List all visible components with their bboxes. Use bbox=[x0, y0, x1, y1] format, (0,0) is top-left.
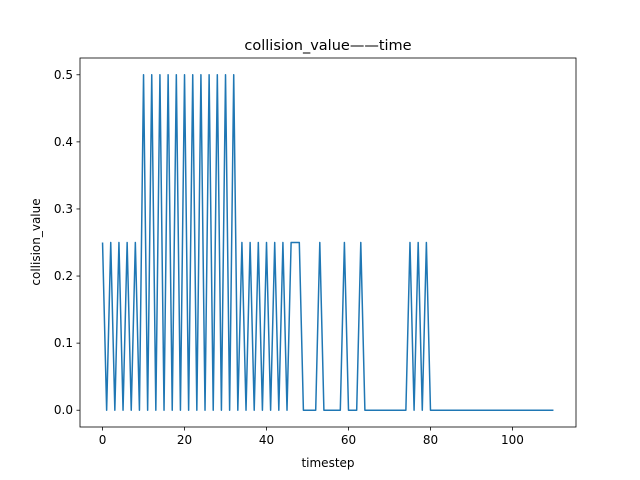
x-axis-label: timestep bbox=[301, 456, 354, 470]
plot-area: 0 20 40 60 80 100 0.0 0.1 0.2 0.3 0.4 0.5 bbox=[54, 57, 577, 447]
y-tick-label: 0.5 bbox=[54, 68, 73, 82]
y-tick-label: 0.4 bbox=[54, 135, 73, 149]
x-tick-label: 0 bbox=[99, 433, 107, 447]
y-tick-label: 0.2 bbox=[54, 269, 73, 283]
y-tick-label: 0.3 bbox=[54, 202, 73, 216]
y-tick-label: 0.1 bbox=[54, 336, 73, 350]
x-tick-label: 100 bbox=[501, 433, 524, 447]
chart-title: collision_value——time bbox=[244, 38, 411, 54]
axes-frame bbox=[79, 57, 577, 428]
x-tick-label: 60 bbox=[341, 433, 356, 447]
collision-value-series-line bbox=[101, 74, 554, 411]
x-tick-label: 40 bbox=[259, 433, 274, 447]
y-axis-label: collision_value bbox=[29, 198, 43, 285]
x-tick-label: 80 bbox=[423, 433, 438, 447]
y-tick-label: 0.0 bbox=[54, 403, 73, 417]
x-tick-label: 20 bbox=[177, 433, 192, 447]
